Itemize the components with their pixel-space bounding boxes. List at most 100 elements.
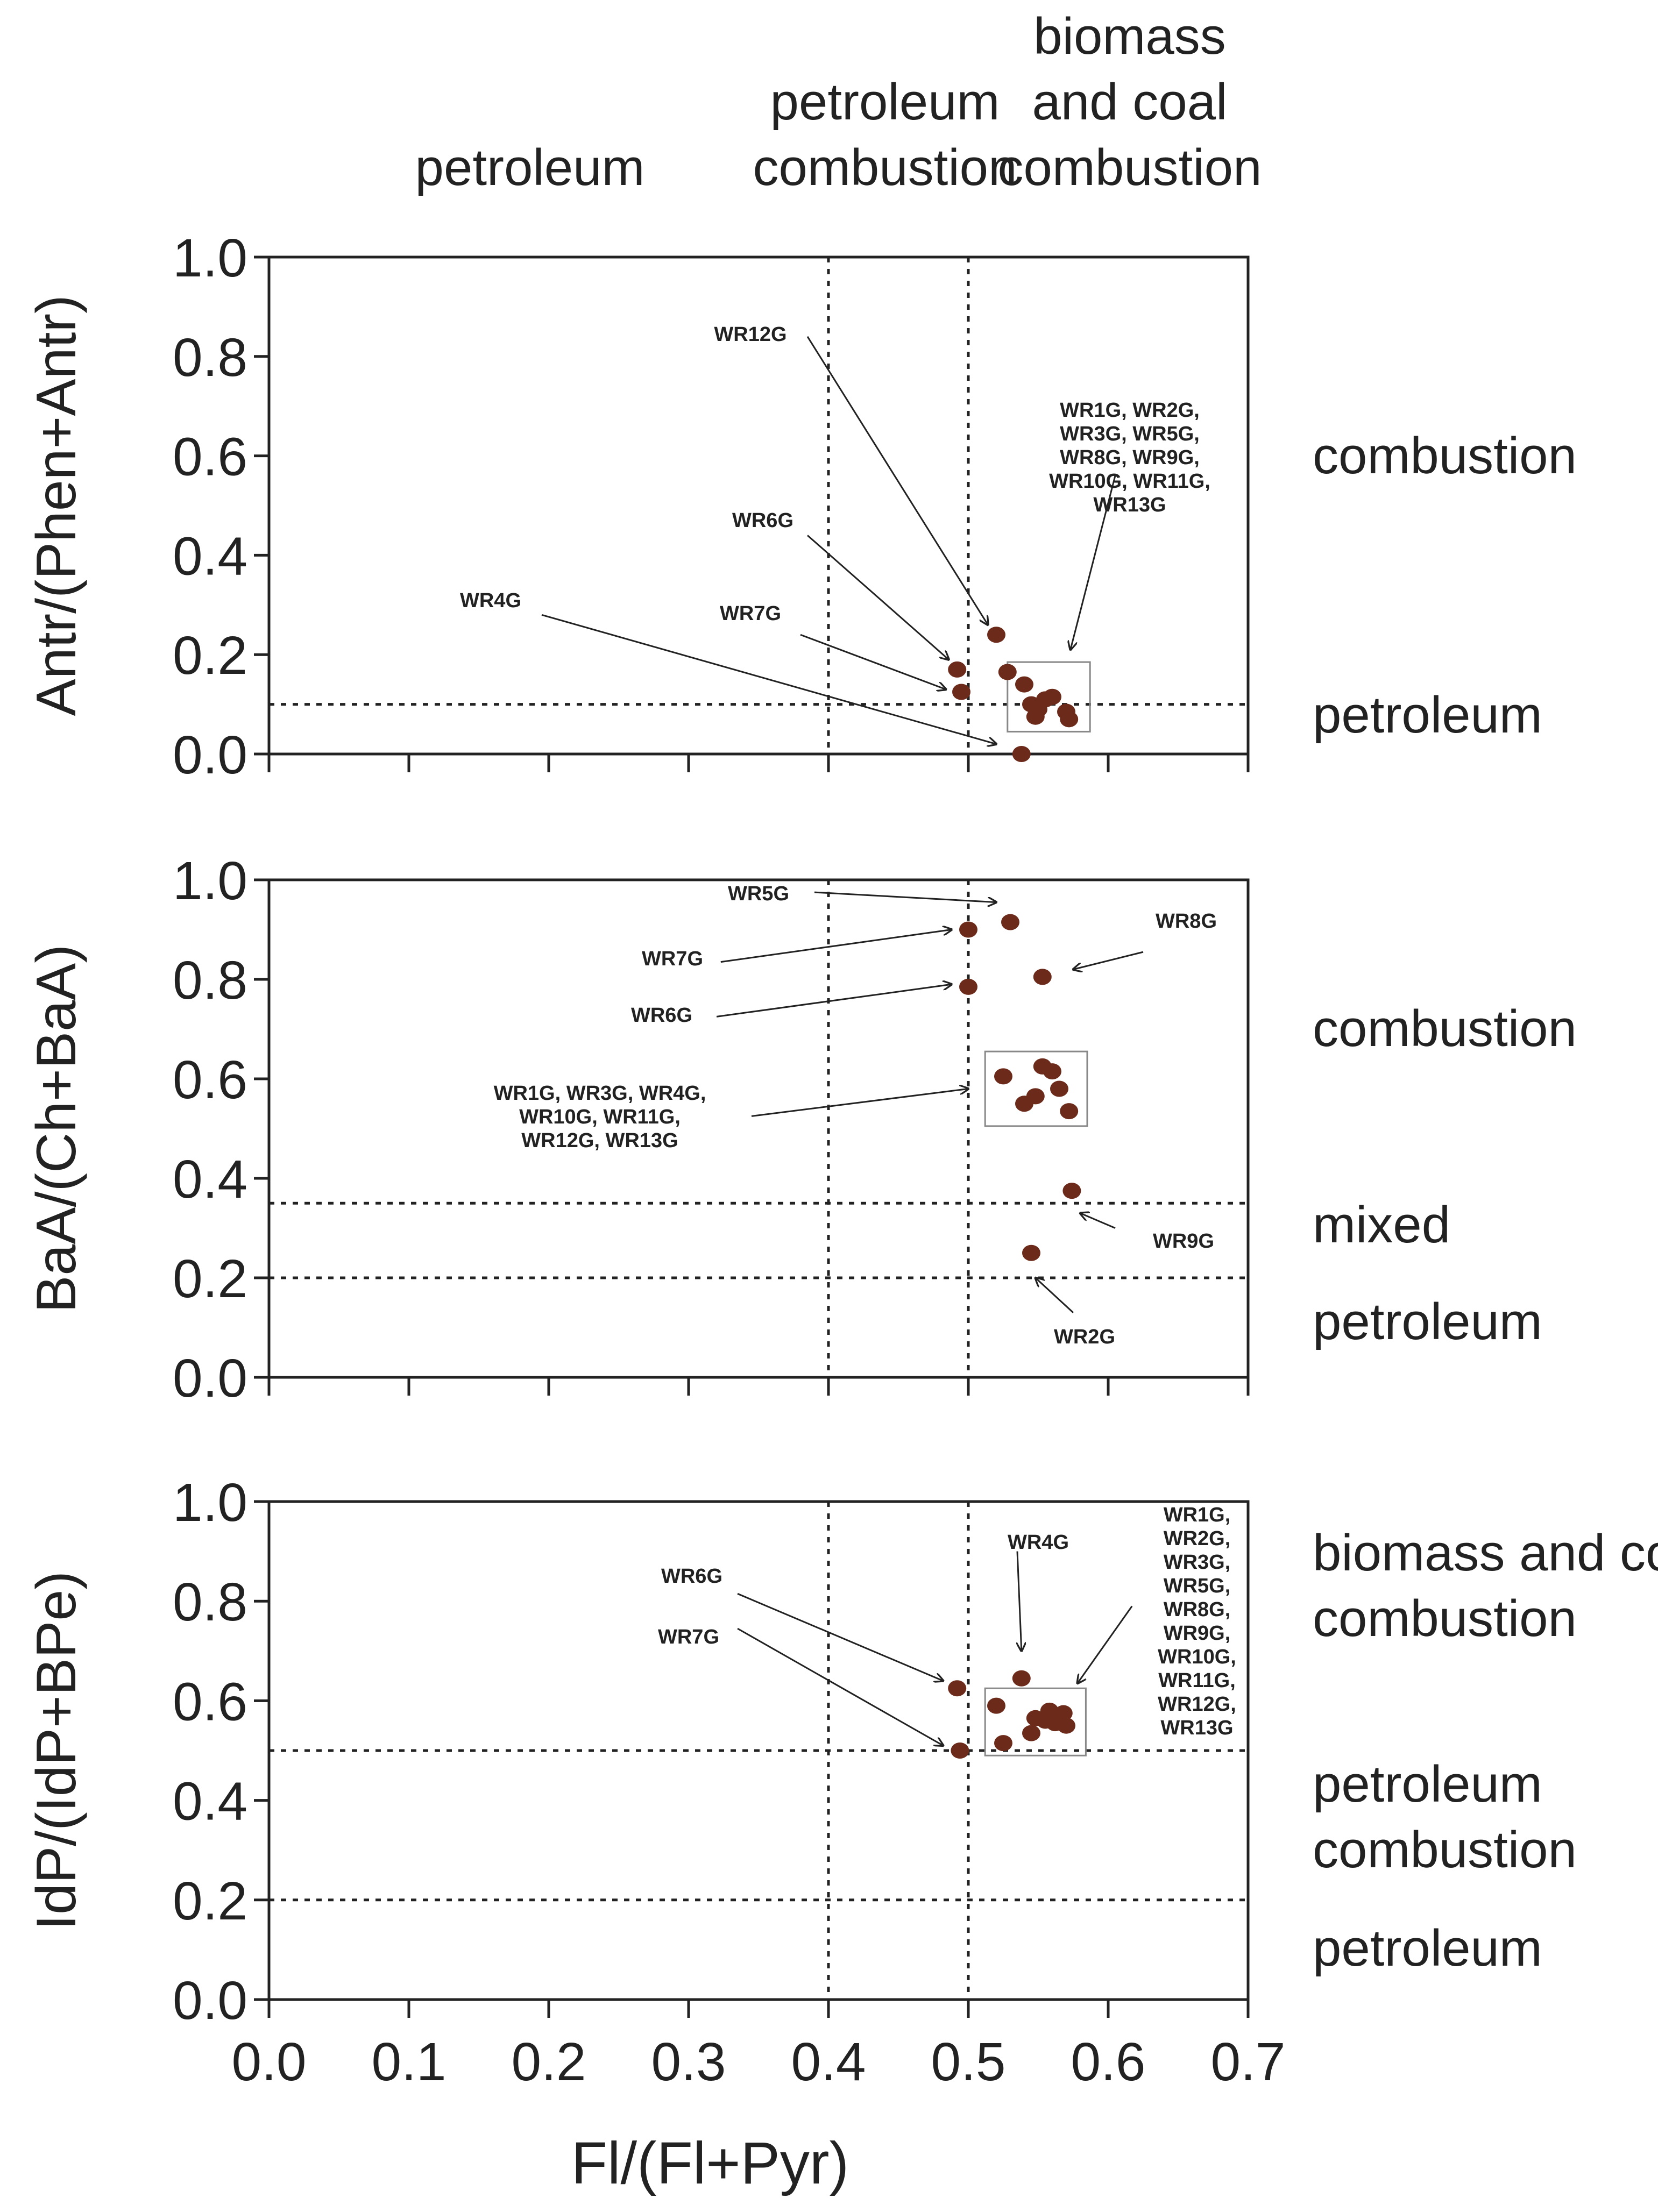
data-point: [1015, 676, 1033, 693]
sample-label-line-2: WR2G,: [1164, 1527, 1231, 1550]
y-axis-label: IdP/(IdP+BPe): [25, 1571, 88, 1930]
data-point: [1001, 914, 1019, 930]
zone-label-top-line: petroleum: [415, 139, 645, 196]
y-tick-label: 0.6: [173, 427, 247, 487]
y-axis-label: BaA/(Ch+BaA): [25, 944, 88, 1313]
data-point: [948, 1680, 967, 1697]
annotation-arrow: [800, 634, 946, 689]
y-tick-label: 0.8: [173, 328, 247, 388]
sample-label-line-1: WR4G: [460, 589, 521, 612]
y-tick-label: 0.0: [173, 1348, 247, 1409]
zone-label-top-line: combustion: [753, 139, 1017, 196]
sample-label-line-1: WR12G: [714, 323, 787, 346]
group-box: [984, 1050, 1088, 1127]
y-tick-label: 0.2: [173, 1871, 247, 1931]
annotation-arrow: [807, 535, 949, 659]
sample-label-line-7: WR10G,: [1158, 1646, 1236, 1668]
y-tick-label: 1.0: [173, 851, 247, 911]
data-point: [1022, 1725, 1040, 1741]
annotation-arrow: [806, 336, 988, 625]
data-point: [998, 664, 1017, 680]
data-point: [1012, 1670, 1031, 1687]
annotation-arrow: [720, 930, 952, 963]
zone-label-right-line-2: combustion: [1313, 1821, 1577, 1879]
annotation-arrow: [716, 984, 952, 1018]
data-point: [959, 921, 977, 938]
zone-label-right-line-1: petroleum: [1313, 686, 1542, 744]
annotation-arrow: [1071, 475, 1116, 650]
sample-label-line-9: WR12G,: [1158, 1693, 1236, 1716]
annotation-arrow: [814, 891, 996, 902]
data-point: [994, 1735, 1012, 1752]
sample-label-line-3: WR3G,: [1164, 1551, 1231, 1574]
sample-label-line-8: WR11G,: [1158, 1669, 1236, 1692]
y-tick-label: 0.8: [173, 1572, 247, 1632]
y-tick-label: 0.8: [173, 950, 247, 1011]
zone-label-right-line-2: combustion: [1313, 1590, 1577, 1647]
sample-label-line-1: WR1G, WR3G, WR4G,: [494, 1082, 706, 1105]
x-axis-label: Fl/(Fl+Pyr): [571, 2130, 849, 2196]
data-point: [1033, 969, 1052, 985]
x-tick-label: 0.2: [511, 2032, 586, 2092]
x-tick-label: 0.0: [231, 2032, 306, 2092]
sample-label-line-4: WR5G,: [1164, 1575, 1231, 1597]
panel-idp: 0.0 0.2 0.4 0.6 0.8 1.0 0.0 0.1 0.2 0.3 0.4 0.5 0.6 0…: [25, 1473, 1658, 2196]
sample-label-line-1: WR4G: [1008, 1531, 1069, 1554]
y-tick-label: 1.0: [173, 1473, 247, 1533]
y-tick-label: 0.2: [173, 625, 247, 686]
sample-label-line-1: WR6G: [631, 1004, 692, 1027]
sample-label-line-6: WR9G,: [1164, 1622, 1231, 1645]
sample-label-line-5: WR8G,: [1164, 1598, 1231, 1621]
x-tick-label: 0.4: [791, 2032, 866, 2092]
annotation-arrow: [541, 614, 996, 744]
group-box: [984, 1687, 1087, 1756]
sample-label-line-2: WR10G, WR11G,: [519, 1106, 681, 1128]
sample-label-line-2: WR3G, WR5G,: [1060, 423, 1200, 445]
y-tick-label: 0.6: [173, 1050, 247, 1110]
panel-antr: 0.0 0.2 0.4 0.6 0.8 1.0 Antr/(Phen+Antr) WR12G W…: [25, 8, 1577, 785]
x-tick-label: 0.3: [651, 2032, 726, 2092]
y-tick-label: 0.4: [173, 526, 247, 586]
data-point: [1022, 1244, 1040, 1261]
sample-label-line-1: WR5G: [728, 883, 789, 905]
y-axis-label: Antr/(Phen+Antr): [25, 295, 88, 716]
zone-label-right-line-1: petroleum: [1313, 1293, 1542, 1350]
data-point: [987, 627, 1005, 643]
y-tick-label: 0.0: [173, 1971, 247, 2031]
sample-label-line-1: WR7G: [642, 948, 703, 970]
y-tick-label: 0.4: [173, 1772, 247, 1832]
data-point: [1057, 1717, 1075, 1734]
data-point: [1026, 708, 1045, 725]
y-tick-label: 0.4: [173, 1149, 247, 1210]
zone-label-top-line: petroleum: [770, 73, 1000, 131]
zone-label-top-line: and coal: [1032, 73, 1228, 131]
x-tick-label: 0.5: [931, 2032, 1005, 2092]
data-point: [1062, 1183, 1081, 1199]
sample-label-line-1: WR7G: [658, 1626, 719, 1648]
sample-label-line-3: WR12G, WR13G: [521, 1129, 678, 1152]
annotation-arrow: [1073, 951, 1144, 969]
zone-label-right-line-1: biomass and coal: [1313, 1524, 1658, 1582]
annotation-arrow: [751, 1089, 968, 1117]
sample-label-line-1: WR9G: [1153, 1230, 1214, 1253]
data-point: [1043, 688, 1061, 705]
annotation-arrow: [1017, 1551, 1022, 1651]
y-tick-label: 1.0: [173, 228, 247, 288]
plot-frame: [267, 878, 1250, 1379]
data-point: [1060, 711, 1079, 728]
annotation-arrow: [737, 1592, 943, 1681]
zone-label-right-line-1: petroleum: [1313, 1919, 1542, 1977]
sample-label-line-5: WR13G: [1093, 494, 1166, 516]
sample-label-line-1: WR1G,: [1164, 1504, 1231, 1526]
zone-label-right-line-1: combustion: [1313, 427, 1577, 485]
sample-label-line-4: WR10G, WR11G,: [1049, 470, 1210, 493]
data-point: [1050, 1080, 1068, 1097]
sample-label-line-3: WR8G, WR9G,: [1060, 446, 1200, 469]
x-tick-label: 0.1: [371, 2032, 446, 2092]
zone-label-right-line-1: petroleum: [1313, 1755, 1542, 1813]
zone-label-right-line-1: combustion: [1313, 1000, 1577, 1057]
data-point: [948, 661, 967, 678]
annotation-arrow: [1080, 1213, 1116, 1229]
data-point: [994, 1068, 1012, 1085]
